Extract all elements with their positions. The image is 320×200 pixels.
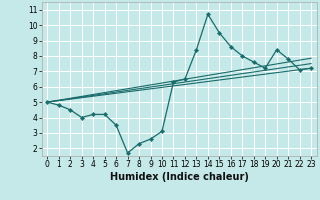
X-axis label: Humidex (Indice chaleur): Humidex (Indice chaleur): [110, 172, 249, 182]
